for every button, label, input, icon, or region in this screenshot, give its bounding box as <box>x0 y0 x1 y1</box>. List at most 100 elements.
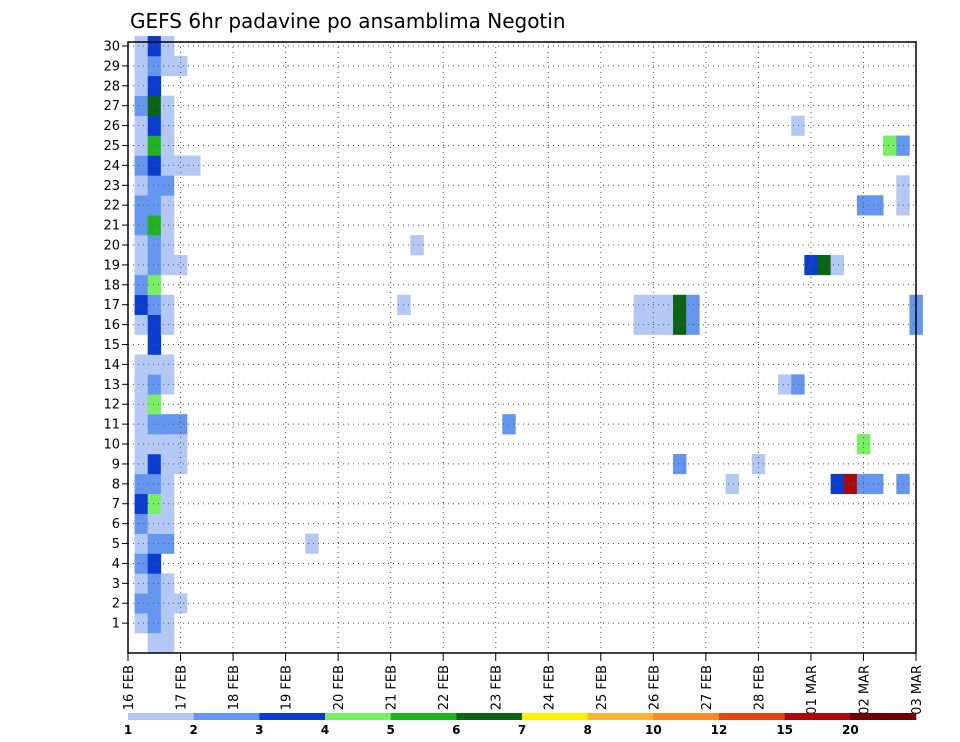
precip-cell <box>134 374 148 395</box>
precip-cell <box>778 374 792 395</box>
precip-cell <box>134 553 148 574</box>
y-tick-label: 10 <box>103 438 120 453</box>
precip-cell <box>870 195 884 216</box>
precip-cell <box>659 294 674 315</box>
y-tick-label: 9 <box>112 457 120 472</box>
precip-cell <box>147 334 162 355</box>
precip-cell <box>843 473 858 495</box>
precip-cell <box>147 274 162 296</box>
precip-cell <box>160 493 175 514</box>
precip-cell <box>830 254 845 276</box>
precip-cell <box>134 195 148 216</box>
precip-cell <box>173 414 188 435</box>
precip-cell <box>134 573 148 594</box>
precip-cell <box>134 453 148 475</box>
y-tick-label: 21 <box>103 219 120 234</box>
precip-cell <box>160 215 175 236</box>
precip-cell <box>173 155 188 176</box>
precip-cell <box>830 473 845 495</box>
x-tick-label: 19 FEB <box>280 665 295 710</box>
precip-cell <box>804 254 818 276</box>
scale-label: 20 <box>842 723 859 737</box>
precip-cell <box>134 533 148 554</box>
precip-cell <box>147 215 162 236</box>
precip-cell <box>147 36 162 57</box>
y-tick-label: 12 <box>103 398 120 413</box>
x-tick-label: 20 FEB <box>332 665 347 710</box>
y-tick-label: 20 <box>103 239 120 254</box>
precip-cell <box>147 374 162 395</box>
precip-cell <box>160 195 175 216</box>
scale-swatch <box>522 713 588 720</box>
plot-frame <box>127 41 917 654</box>
x-tick-label: 01 MAR <box>805 665 820 715</box>
x-tick-label: 03 MAR <box>910 665 925 715</box>
precip-cell <box>173 593 188 614</box>
precip-cell <box>160 354 175 375</box>
y-tick-label: 18 <box>103 278 120 293</box>
scale-swatch <box>128 713 194 720</box>
precip-cell <box>883 135 897 156</box>
x-tick-label: 17 FEB <box>175 665 190 710</box>
x-tick-label: 28 FEB <box>752 665 767 710</box>
precip-cell <box>134 513 148 534</box>
precip-cell <box>147 354 162 375</box>
y-tick-label: 3 <box>112 577 120 592</box>
precip-cell <box>160 414 175 435</box>
scale-label: 8 <box>583 723 591 737</box>
precip-cell <box>160 135 175 156</box>
y-axis: 1234567891011121314151617181920212223242… <box>103 39 128 632</box>
precip-cell <box>134 473 148 495</box>
precip-cell <box>160 513 175 534</box>
precip-cell <box>160 314 175 335</box>
y-tick-label: 11 <box>103 418 120 433</box>
scale-label: 7 <box>518 723 526 737</box>
precip-cell <box>134 394 148 415</box>
scale-label: 6 <box>452 723 460 737</box>
scale-label: 10 <box>645 723 662 737</box>
precip-cell <box>134 414 148 435</box>
precip-cell <box>134 155 148 176</box>
precip-cell <box>160 434 175 455</box>
precip-cell <box>134 115 148 136</box>
precip-cell <box>160 593 175 614</box>
y-tick-label: 19 <box>103 258 120 273</box>
color-scale-legend: 1 2 3 4 5 6 7 8 10 12 15 20 <box>124 713 917 737</box>
precip-cell <box>134 175 148 196</box>
precip-cell <box>673 294 687 315</box>
y-tick-label: 24 <box>103 159 120 174</box>
precip-cell <box>147 95 162 116</box>
precip-cell <box>147 613 162 634</box>
precip-cell <box>791 374 805 395</box>
precip-cell <box>870 473 884 495</box>
precip-cell <box>147 633 162 654</box>
x-tick-label: 25 FEB <box>595 665 610 710</box>
precip-cell <box>134 75 148 97</box>
precip-cell <box>673 314 687 335</box>
precip-cell <box>160 235 175 256</box>
y-tick-label: 26 <box>103 119 120 134</box>
scale-label: 2 <box>189 723 197 737</box>
precip-cell <box>160 533 175 554</box>
precip-cell <box>173 434 188 455</box>
precip-cell <box>160 453 175 475</box>
y-tick-label: 17 <box>103 298 120 313</box>
precip-cell <box>147 493 162 514</box>
precip-cell <box>173 55 188 77</box>
precip-cell <box>160 155 175 176</box>
precip-cell <box>633 294 648 315</box>
precip-cell <box>160 473 175 495</box>
scale-swatch <box>653 713 720 720</box>
precip-cell <box>147 235 162 256</box>
y-tick-label: 7 <box>112 497 120 512</box>
precip-cell <box>817 254 831 276</box>
y-tick-label: 6 <box>112 517 120 532</box>
y-tick-label: 27 <box>103 99 120 114</box>
x-tick-label: 27 FEB <box>700 665 715 710</box>
scale-swatch <box>259 713 326 720</box>
precip-cell <box>134 95 148 116</box>
precip-cell <box>725 473 739 495</box>
scale-swatch <box>587 713 654 720</box>
precip-cell <box>147 394 162 415</box>
scale-swatch <box>850 713 917 720</box>
